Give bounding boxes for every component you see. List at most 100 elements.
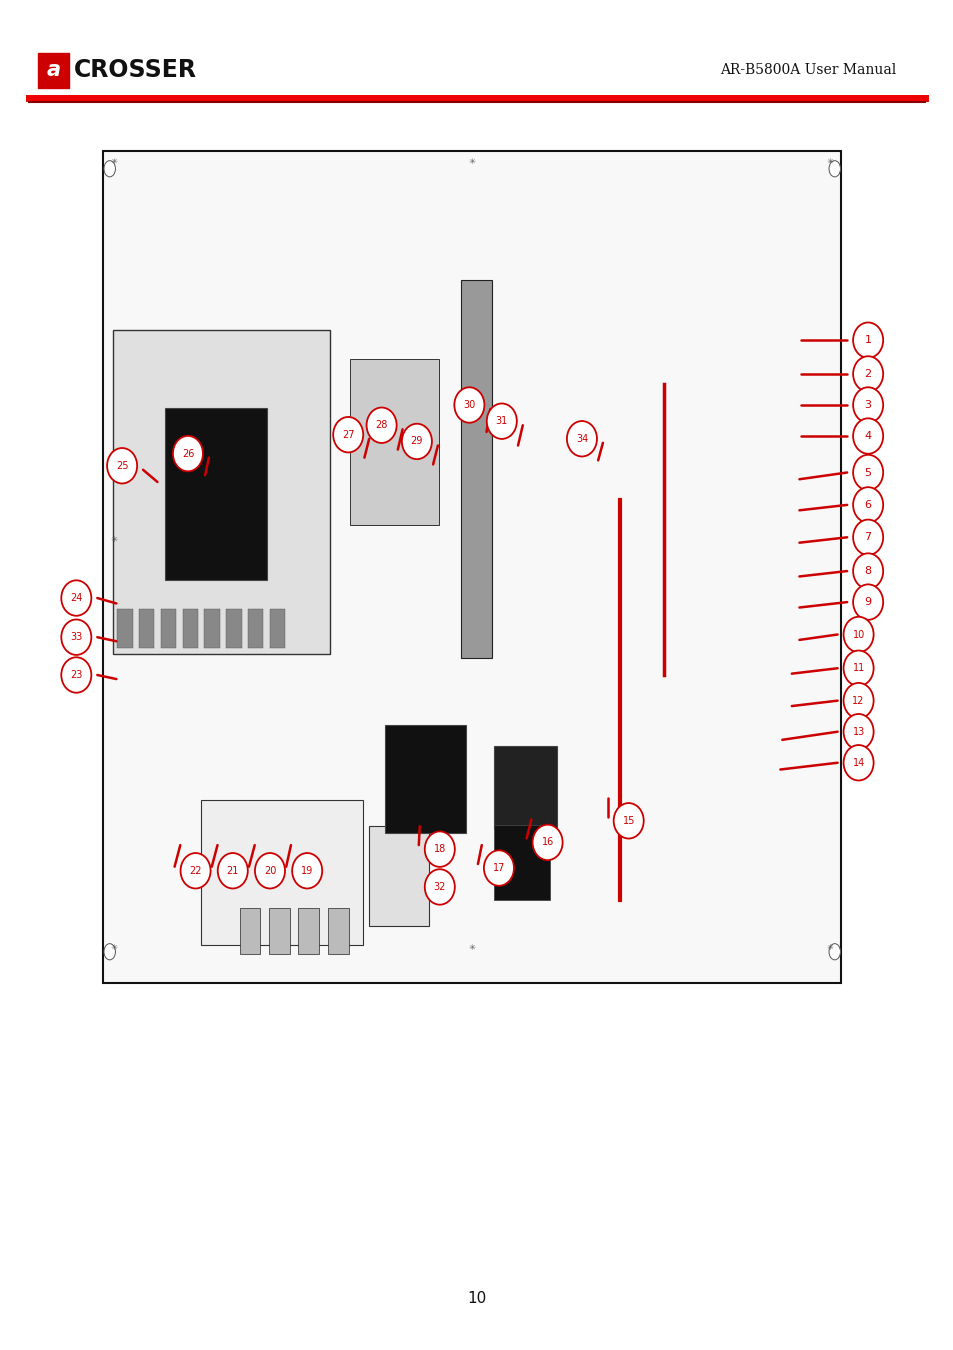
Text: 13: 13: [852, 726, 863, 737]
Text: 33: 33: [71, 632, 82, 643]
Ellipse shape: [613, 803, 643, 838]
FancyBboxPatch shape: [112, 329, 330, 655]
Ellipse shape: [107, 448, 137, 483]
Text: ✳: ✳: [825, 944, 833, 952]
Ellipse shape: [401, 424, 432, 459]
Text: ✳: ✳: [111, 944, 118, 952]
Text: 18: 18: [434, 844, 445, 855]
Ellipse shape: [424, 832, 455, 867]
Ellipse shape: [852, 418, 882, 454]
Text: 29: 29: [411, 436, 422, 447]
Ellipse shape: [852, 520, 882, 555]
Ellipse shape: [852, 323, 882, 358]
Text: 7: 7: [863, 532, 871, 543]
FancyBboxPatch shape: [117, 609, 132, 648]
FancyBboxPatch shape: [182, 609, 197, 648]
Text: 27: 27: [341, 429, 355, 440]
Ellipse shape: [180, 853, 211, 888]
Text: AR-B5800A User Manual: AR-B5800A User Manual: [720, 63, 896, 77]
Ellipse shape: [852, 487, 882, 522]
FancyBboxPatch shape: [297, 909, 318, 953]
FancyBboxPatch shape: [248, 609, 263, 648]
Text: 12: 12: [852, 695, 863, 706]
Ellipse shape: [454, 387, 484, 423]
Text: 28: 28: [375, 420, 387, 431]
FancyBboxPatch shape: [494, 745, 557, 829]
Text: 11: 11: [852, 663, 863, 674]
Ellipse shape: [842, 651, 873, 686]
Text: ✳: ✳: [468, 944, 476, 952]
FancyBboxPatch shape: [350, 359, 438, 525]
Ellipse shape: [483, 850, 514, 886]
Text: ✳: ✳: [468, 158, 476, 166]
Ellipse shape: [852, 387, 882, 423]
Ellipse shape: [333, 417, 363, 452]
Text: 25: 25: [115, 460, 129, 471]
Text: 19: 19: [301, 865, 313, 876]
Circle shape: [104, 944, 115, 960]
Ellipse shape: [486, 404, 517, 439]
Ellipse shape: [842, 617, 873, 652]
Text: 4: 4: [863, 431, 871, 441]
Circle shape: [828, 161, 840, 177]
Text: 10: 10: [467, 1291, 486, 1307]
Ellipse shape: [217, 853, 248, 888]
Text: 22: 22: [189, 865, 202, 876]
FancyBboxPatch shape: [139, 609, 154, 648]
Text: ✳: ✳: [111, 536, 118, 544]
Text: 15: 15: [622, 815, 634, 826]
Ellipse shape: [61, 657, 91, 693]
FancyBboxPatch shape: [270, 609, 285, 648]
Ellipse shape: [254, 853, 285, 888]
FancyBboxPatch shape: [385, 725, 466, 833]
FancyBboxPatch shape: [103, 151, 841, 983]
Ellipse shape: [852, 585, 882, 620]
Ellipse shape: [292, 853, 322, 888]
Text: 8: 8: [863, 566, 871, 576]
Text: 34: 34: [576, 433, 587, 444]
Text: ✳: ✳: [111, 158, 118, 166]
FancyBboxPatch shape: [204, 609, 219, 648]
Circle shape: [828, 944, 840, 960]
Text: 20: 20: [264, 865, 275, 876]
Ellipse shape: [842, 714, 873, 749]
FancyBboxPatch shape: [165, 408, 267, 579]
Ellipse shape: [852, 356, 882, 392]
Text: 32: 32: [434, 882, 445, 892]
Ellipse shape: [852, 554, 882, 589]
Text: a: a: [47, 61, 60, 80]
Text: 2: 2: [863, 369, 871, 379]
Ellipse shape: [532, 825, 562, 860]
Text: 5: 5: [863, 467, 871, 478]
Circle shape: [104, 161, 115, 177]
FancyBboxPatch shape: [494, 825, 549, 899]
FancyBboxPatch shape: [239, 909, 260, 953]
Ellipse shape: [172, 436, 203, 471]
Text: 3: 3: [863, 400, 871, 410]
FancyBboxPatch shape: [161, 609, 176, 648]
FancyBboxPatch shape: [38, 53, 69, 88]
Ellipse shape: [852, 455, 882, 490]
FancyBboxPatch shape: [269, 909, 290, 953]
Text: 21: 21: [227, 865, 238, 876]
FancyBboxPatch shape: [369, 826, 429, 926]
Text: 26: 26: [182, 448, 193, 459]
Text: ✳: ✳: [825, 158, 833, 166]
Ellipse shape: [61, 620, 91, 655]
Text: CROSSER: CROSSER: [73, 58, 196, 82]
Text: 16: 16: [541, 837, 553, 848]
Text: 1: 1: [863, 335, 871, 346]
FancyBboxPatch shape: [226, 609, 241, 648]
Ellipse shape: [566, 421, 597, 456]
Text: 6: 6: [863, 500, 871, 510]
Ellipse shape: [61, 580, 91, 616]
FancyBboxPatch shape: [200, 799, 362, 945]
Text: 14: 14: [852, 757, 863, 768]
Text: 31: 31: [496, 416, 507, 427]
Ellipse shape: [842, 683, 873, 718]
Text: 23: 23: [71, 670, 82, 680]
Text: 24: 24: [71, 593, 82, 603]
Text: 17: 17: [493, 863, 504, 873]
Ellipse shape: [842, 745, 873, 780]
FancyBboxPatch shape: [328, 909, 349, 953]
